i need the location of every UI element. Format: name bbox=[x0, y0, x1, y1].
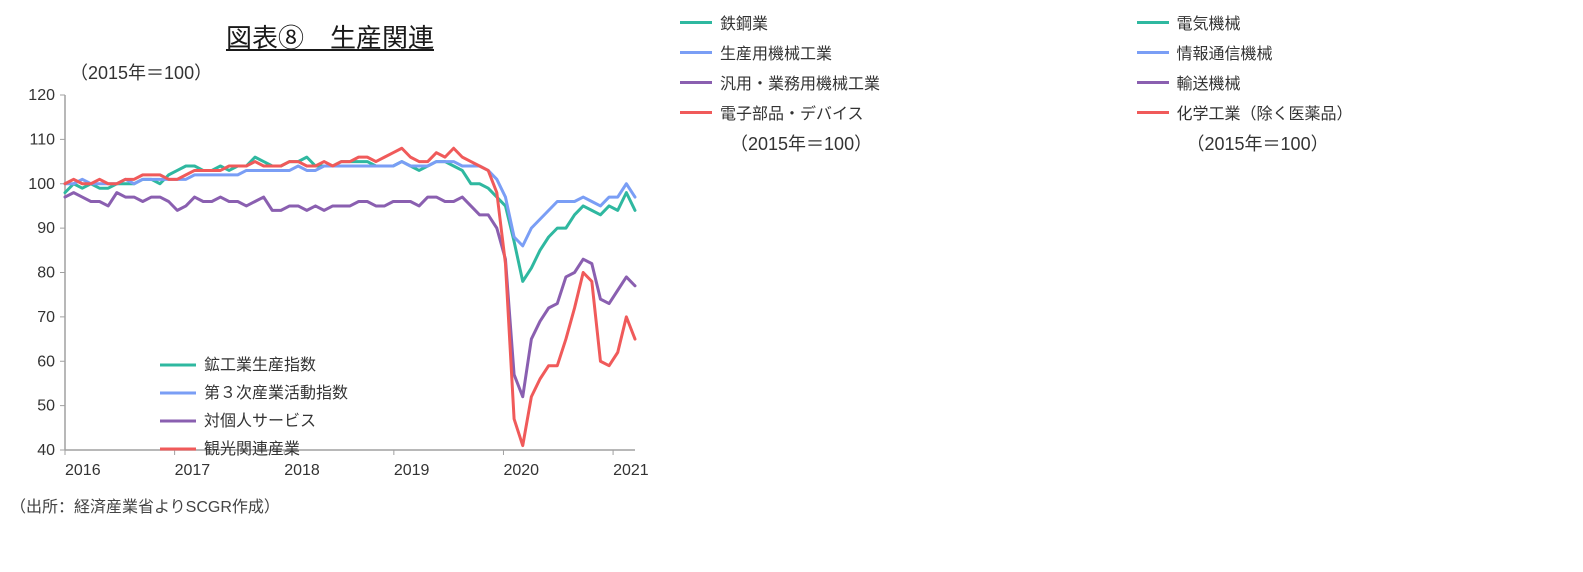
legend-item: 情報通信機械 bbox=[1137, 40, 1574, 64]
small-chart-b-block: （2015年＝100） bbox=[1137, 128, 1574, 156]
legend-col-b: 電気機械情報通信機械輸送機械化学工業（除く医薬品） bbox=[1137, 10, 1574, 124]
svg-text:50: 50 bbox=[37, 398, 55, 415]
legend-item: 鉄鋼業 bbox=[680, 10, 1117, 34]
svg-text:2020: 2020 bbox=[503, 462, 539, 479]
left-panel: 図表⑧ 生産関連 （2015年＝100） 40 50 60 70 80 90 100 110 1… bbox=[10, 10, 650, 517]
svg-text:2021: 2021 bbox=[613, 462, 649, 479]
legend-item: 生産用機械工業 bbox=[680, 40, 1117, 64]
legend-swatch bbox=[680, 81, 712, 84]
legend-swatch bbox=[1137, 51, 1169, 54]
legend-swatch bbox=[1137, 111, 1169, 114]
legend-col-a: 鉄鋼業生産用機械工業汎用・業務用機械工業電子部品・デバイス bbox=[680, 10, 1117, 124]
svg-text:鉱工業生産指数: 鉱工業生産指数 bbox=[204, 356, 316, 374]
legend-item: 輸送機械 bbox=[1137, 70, 1574, 94]
svg-text:40: 40 bbox=[37, 442, 55, 459]
legend-label: 輸送機械 bbox=[1177, 70, 1241, 94]
legend-label: 情報通信機械 bbox=[1177, 40, 1273, 64]
svg-text:100: 100 bbox=[28, 176, 55, 193]
legend-item: 汎用・業務用機械工業 bbox=[680, 70, 1117, 94]
svg-text:2016: 2016 bbox=[65, 462, 101, 479]
main-chart: 40 50 60 70 80 90 100 110 120 2016 2017 2018 2019 202… bbox=[10, 85, 650, 485]
unit-label-main: （2015年＝100） bbox=[70, 59, 650, 85]
svg-text:120: 120 bbox=[28, 87, 55, 104]
legend-swatch bbox=[1137, 81, 1169, 84]
legend-label: 電子部品・デバイス bbox=[720, 100, 864, 124]
svg-text:70: 70 bbox=[37, 309, 55, 326]
svg-text:80: 80 bbox=[37, 265, 55, 282]
legend-swatch bbox=[1137, 21, 1169, 24]
chart-title: 図表⑧ 生産関連 bbox=[10, 18, 650, 55]
svg-text:60: 60 bbox=[37, 353, 55, 370]
legend-item: 電子部品・デバイス bbox=[680, 100, 1117, 124]
legend-item: 化学工業（除く医薬品） bbox=[1137, 100, 1574, 124]
svg-text:観光関連産業: 観光関連産業 bbox=[204, 440, 300, 458]
legend-label: 汎用・業務用機械工業 bbox=[720, 70, 880, 94]
right-panel: 鉄鋼業生産用機械工業汎用・業務用機械工業電子部品・デバイス 電気機械情報通信機械… bbox=[680, 10, 1573, 156]
legend-item: 電気機械 bbox=[1137, 10, 1574, 34]
legend-label: 鉄鋼業 bbox=[720, 10, 768, 34]
right-legends: 鉄鋼業生産用機械工業汎用・業務用機械工業電子部品・デバイス 電気機械情報通信機械… bbox=[680, 10, 1573, 124]
svg-text:110: 110 bbox=[29, 131, 55, 148]
legend-label: 電気機械 bbox=[1177, 10, 1241, 34]
legend-swatch bbox=[680, 21, 712, 24]
legend-label: 化学工業（除く医薬品） bbox=[1177, 100, 1353, 124]
legend-swatch bbox=[680, 111, 712, 114]
legend-label: 生産用機械工業 bbox=[720, 40, 832, 64]
svg-text:90: 90 bbox=[37, 220, 55, 237]
source-note: （出所：経済産業省よりSCGR作成） bbox=[10, 493, 650, 517]
svg-text:2018: 2018 bbox=[284, 462, 320, 479]
legend-swatch bbox=[680, 51, 712, 54]
svg-text:対個人サービス: 対個人サービス bbox=[204, 412, 316, 430]
small-chart-a-block: （2015年＝100） bbox=[680, 128, 1117, 156]
unit-label-a: （2015年＝100） bbox=[730, 130, 1117, 156]
svg-text:2017: 2017 bbox=[175, 462, 211, 479]
svg-text:第３次産業活動指数: 第３次産業活動指数 bbox=[204, 384, 348, 402]
unit-label-b: （2015年＝100） bbox=[1187, 130, 1574, 156]
svg-text:2019: 2019 bbox=[394, 462, 430, 479]
